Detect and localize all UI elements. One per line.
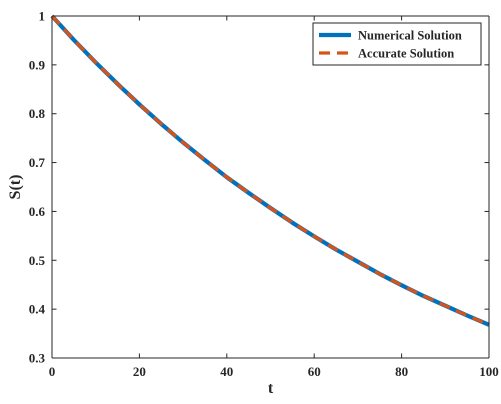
series-line-accurate: [50, 14, 490, 327]
y-tick-label: 1: [39, 9, 46, 24]
x-tick-label: 40: [220, 364, 233, 379]
y-tick-label: 0.5: [29, 253, 46, 268]
legend-label-accurate: Accurate Solution: [358, 47, 454, 61]
y-axis-label: S(t): [7, 175, 24, 200]
x-tick-label: 80: [395, 364, 408, 379]
y-tick-label: 0.6: [29, 204, 46, 219]
x-tick-label: 0: [49, 364, 56, 379]
plot-background: [52, 16, 489, 358]
legend: Numerical Solution Accurate Solution: [312, 22, 482, 66]
tick-marks: [51, 15, 490, 359]
y-tick-label: 0.4: [29, 302, 46, 317]
legend-box: [312, 22, 482, 66]
x-axis-label: t: [268, 380, 274, 397]
tick-labels: 0 20 40 60 80 100 0.3 0.4 0.5 0.6 0.7 0.8 0.9 1: [29, 9, 499, 380]
series-layer: [50, 14, 490, 327]
x-tick-label: 60: [308, 364, 321, 379]
axes: [51, 15, 490, 359]
legend-label-numerical: Numerical Solution: [358, 29, 462, 43]
plot-area: [52, 16, 489, 358]
y-tick-label: 0.9: [29, 57, 46, 72]
y-tick-label: 0.3: [29, 351, 46, 366]
y-tick-label: 0.8: [29, 106, 46, 121]
x-tick-label: 20: [133, 364, 146, 379]
y-tick-label: 0.7: [29, 155, 46, 170]
x-tick-label: 100: [479, 364, 499, 379]
